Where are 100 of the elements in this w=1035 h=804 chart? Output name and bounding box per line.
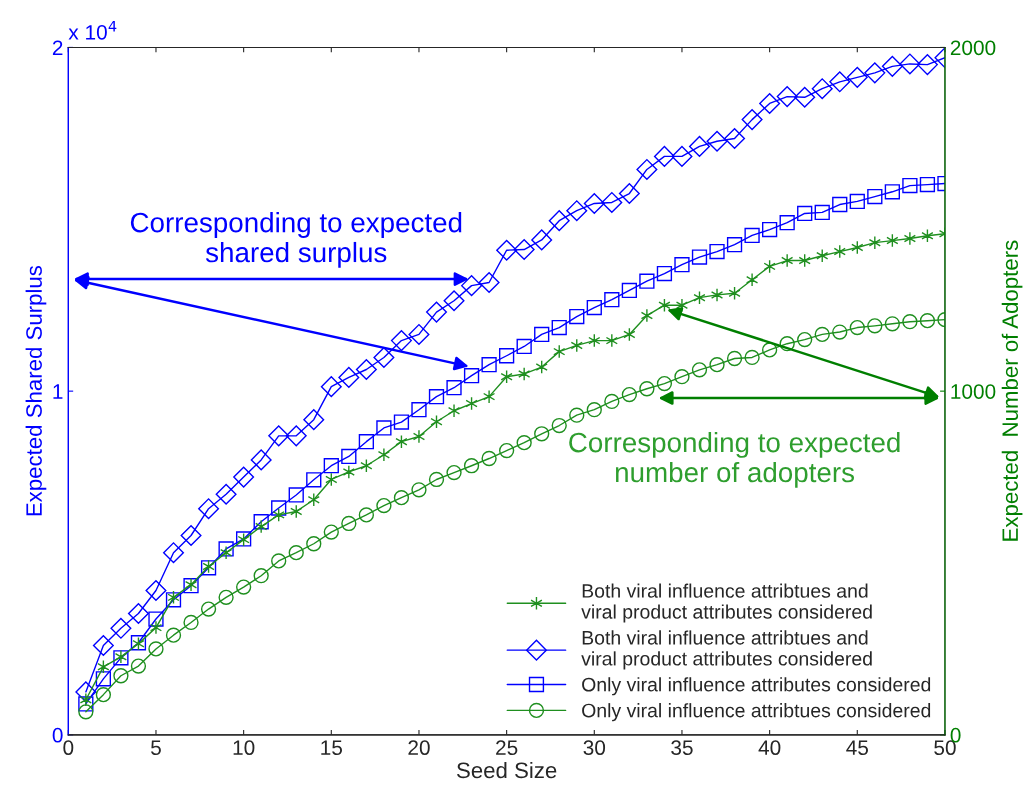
y2-tick-label: 1000 bbox=[951, 384, 996, 399]
x-tick-label: 10 bbox=[233, 740, 255, 756]
point bbox=[463, 458, 480, 474]
point bbox=[779, 336, 795, 352]
point bbox=[180, 524, 202, 547]
point bbox=[377, 447, 391, 462]
point bbox=[710, 287, 724, 302]
point bbox=[674, 369, 690, 385]
point bbox=[183, 614, 199, 631]
point bbox=[219, 545, 233, 560]
point bbox=[290, 504, 303, 519]
x-tick-label: 5 bbox=[151, 740, 161, 756]
annotation: Corresponding to expected number of adopters bbox=[569, 431, 900, 488]
point bbox=[306, 536, 322, 552]
point bbox=[653, 145, 675, 167]
point bbox=[902, 177, 918, 194]
point bbox=[728, 286, 741, 301]
point bbox=[867, 188, 883, 205]
point bbox=[763, 259, 776, 274]
point bbox=[411, 402, 427, 418]
point bbox=[618, 182, 640, 205]
y2-axis-title: Expected Number of Adopters bbox=[1001, 240, 1023, 541]
point bbox=[498, 348, 515, 364]
point bbox=[548, 210, 570, 232]
point bbox=[428, 471, 445, 488]
point bbox=[447, 403, 461, 418]
point bbox=[95, 671, 112, 687]
point bbox=[255, 519, 268, 534]
y-tick-label: 1 bbox=[53, 384, 63, 399]
point bbox=[430, 414, 443, 429]
point bbox=[443, 290, 465, 312]
point bbox=[428, 389, 445, 405]
point bbox=[833, 244, 846, 259]
point bbox=[586, 402, 602, 418]
point bbox=[446, 464, 462, 481]
point bbox=[235, 579, 252, 595]
point bbox=[919, 313, 936, 329]
point bbox=[481, 450, 497, 467]
point bbox=[569, 407, 585, 423]
point bbox=[463, 368, 480, 384]
point bbox=[393, 490, 410, 506]
point bbox=[373, 346, 395, 368]
point bbox=[688, 135, 711, 157]
point bbox=[709, 243, 725, 260]
point bbox=[271, 500, 287, 516]
point bbox=[395, 434, 408, 449]
point bbox=[534, 326, 550, 343]
point bbox=[271, 553, 287, 569]
point bbox=[78, 696, 94, 712]
point bbox=[288, 545, 304, 561]
point bbox=[868, 235, 881, 250]
point bbox=[110, 617, 132, 639]
point bbox=[899, 53, 921, 75]
point bbox=[849, 319, 865, 336]
point bbox=[200, 601, 217, 617]
x-axis-title: Seed Size bbox=[456, 761, 557, 779]
point bbox=[656, 375, 673, 392]
point bbox=[149, 620, 163, 635]
point bbox=[518, 367, 531, 381]
point bbox=[390, 330, 412, 352]
point bbox=[639, 381, 655, 397]
point bbox=[744, 227, 760, 244]
point bbox=[341, 448, 357, 465]
point bbox=[97, 659, 110, 674]
point bbox=[358, 507, 375, 523]
point bbox=[534, 426, 550, 442]
point bbox=[323, 524, 339, 540]
point bbox=[621, 386, 638, 403]
point bbox=[816, 248, 829, 263]
point bbox=[482, 389, 496, 404]
x-tick-label: 35 bbox=[671, 740, 693, 756]
x-tick-label: 15 bbox=[321, 740, 343, 756]
point bbox=[636, 158, 658, 180]
y-tick-label: 2 bbox=[52, 40, 63, 55]
point bbox=[320, 376, 342, 398]
point bbox=[867, 318, 883, 334]
point bbox=[162, 542, 185, 564]
point bbox=[832, 196, 848, 213]
point bbox=[516, 338, 532, 355]
point bbox=[393, 414, 410, 430]
annotation: Corresponding to expected shared surplus bbox=[130, 212, 462, 268]
point bbox=[288, 487, 304, 503]
point bbox=[881, 55, 903, 77]
point bbox=[425, 301, 448, 323]
point bbox=[814, 326, 830, 343]
point bbox=[709, 357, 725, 373]
point bbox=[583, 192, 605, 214]
point bbox=[640, 308, 654, 323]
point bbox=[130, 658, 147, 674]
point bbox=[551, 417, 567, 434]
point bbox=[272, 507, 285, 522]
point bbox=[639, 273, 655, 289]
point bbox=[127, 603, 149, 625]
point bbox=[496, 239, 518, 261]
point bbox=[921, 228, 934, 243]
point bbox=[233, 466, 255, 488]
point bbox=[78, 704, 94, 720]
point bbox=[846, 66, 868, 88]
point bbox=[408, 323, 430, 345]
point bbox=[916, 54, 938, 76]
